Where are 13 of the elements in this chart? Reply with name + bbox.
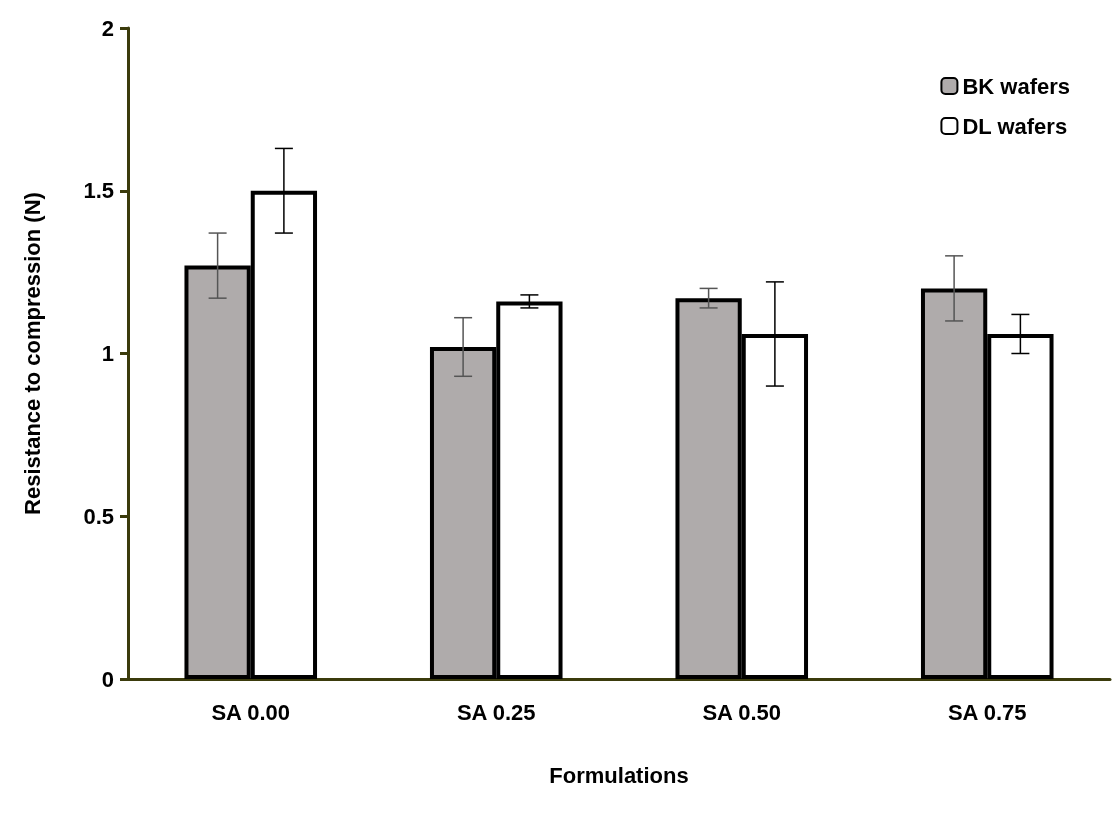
x-tick-label: SA 0.75 bbox=[947, 699, 1027, 725]
x-axis-title: Formulations bbox=[549, 762, 689, 788]
y-tick-label: 2 bbox=[101, 15, 114, 41]
x-tick-label: SA 0.50 bbox=[702, 699, 782, 725]
x-tick-label: SA 0.00 bbox=[211, 699, 291, 725]
y-axis-title: Resistance to compression (N) bbox=[19, 192, 45, 515]
y-tick-label: 1 bbox=[101, 341, 114, 366]
legend-label: DL wafers bbox=[962, 113, 1068, 139]
y-tick-label: 0.5 bbox=[83, 503, 114, 529]
legend-label: BK wafers bbox=[962, 73, 1070, 99]
y-tick-label: 0 bbox=[101, 666, 114, 692]
y-tick-label: 1.5 bbox=[83, 178, 114, 204]
x-tick-label: SA 0.25 bbox=[456, 699, 536, 725]
